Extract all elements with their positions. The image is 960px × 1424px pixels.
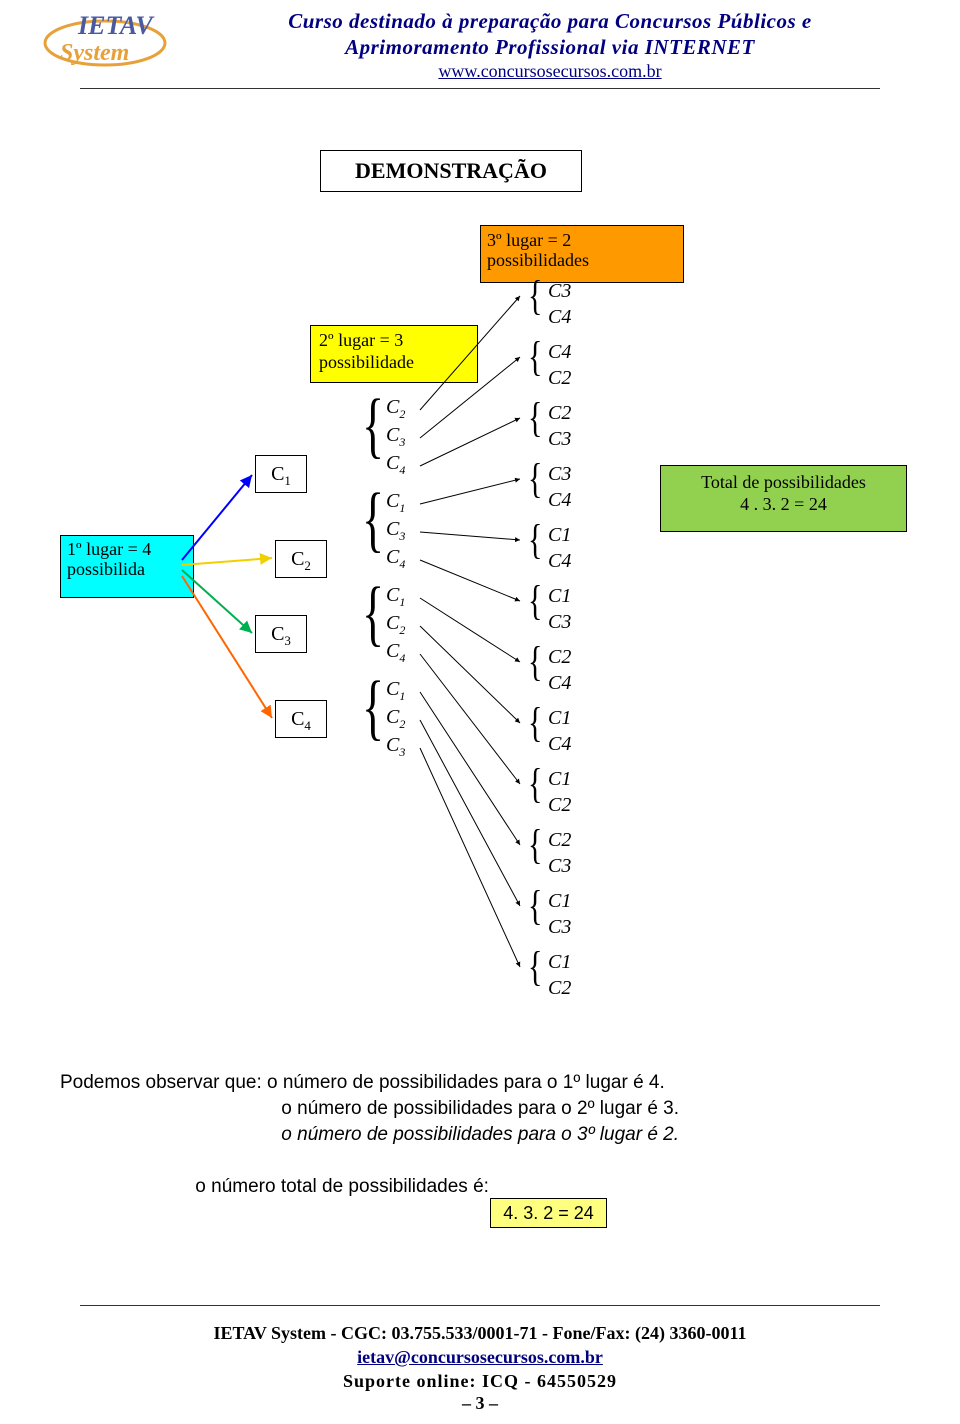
brace-level3: {	[528, 642, 542, 684]
third-place-box: 3º lugar = 2 possibilidades	[480, 225, 684, 283]
explain-total-label: o número total de possibilidades é:	[195, 1176, 489, 1197]
level3-item: C1	[548, 707, 571, 730]
total-l2: 4 . 3. 2 = 24	[740, 494, 827, 514]
level2-item: C2	[386, 612, 405, 638]
third-place-l2: possibilidades	[487, 250, 589, 270]
second-place-l1: 2º lugar = 3	[319, 330, 403, 350]
level2-item: C4	[386, 452, 405, 478]
header-title-line2: Aprimoramento Profissional via INTERNET	[180, 34, 920, 60]
level3-item: C2	[548, 794, 571, 817]
footer-email[interactable]: ietav@concursosecursos.com.br	[357, 1347, 603, 1367]
arrows-layer	[0, 0, 960, 1424]
brace-level3: {	[528, 825, 542, 867]
brace-level3: {	[528, 337, 542, 379]
footer-icq: Suporte online: ICQ - 64550529	[0, 1369, 960, 1393]
level3-item: C3	[548, 855, 571, 878]
third-place-l1: 3º lugar = 2	[487, 230, 571, 250]
level1-c4: C4	[275, 700, 327, 738]
level3-item: C4	[548, 306, 571, 329]
result-box: 4. 3. 2 = 24	[490, 1198, 607, 1228]
brace-level3: {	[528, 398, 542, 440]
header-rule	[80, 88, 880, 89]
svg-text:System: System	[60, 40, 129, 66]
level3-item: C3	[548, 280, 571, 303]
demonstration-title-box: DEMONSTRAÇÃO	[320, 150, 582, 192]
level3-item: C2	[548, 367, 571, 390]
brace-level2: {	[362, 576, 384, 650]
first-place-l2: possibilida	[67, 559, 145, 579]
level3-item: C1	[548, 524, 571, 547]
header-link[interactable]: www.concursosecursos.com.br	[180, 61, 920, 82]
brace-level3: {	[528, 459, 542, 501]
header-title-line1: Curso destinado à preparação para Concur…	[180, 8, 920, 34]
explain-intro: Podemos observar que:	[60, 1072, 262, 1093]
level2-item: C1	[386, 490, 405, 516]
level3-item: C4	[548, 672, 571, 695]
brace-level3: {	[528, 764, 542, 806]
level3-item: C1	[548, 585, 571, 608]
second-place-box: 2º lugar = 3 possibilidade	[310, 325, 478, 383]
brace-level2: {	[362, 482, 384, 556]
level3-item: C4	[548, 550, 571, 573]
header-text-block: Curso destinado à preparação para Concur…	[180, 8, 920, 82]
level2-item: C3	[386, 424, 405, 450]
level2-item: C1	[386, 584, 405, 610]
page: IETAV System Curso destinado à preparaçã…	[0, 0, 960, 1424]
level2-item: C4	[386, 546, 405, 572]
brace-level2: {	[362, 388, 384, 462]
explanation-block: Podemos observar que: o número de possib…	[60, 1070, 679, 1200]
explain-p2: o número de possibilidades para o 2º lug…	[281, 1098, 679, 1119]
level2-item: C4	[386, 640, 405, 666]
second-place-l2: possibilidade	[319, 352, 414, 372]
level3-item: C2	[548, 402, 571, 425]
level2-item: C1	[386, 678, 405, 704]
total-box: Total de possibilidades 4 . 3. 2 = 24	[660, 465, 907, 532]
level3-item: C3	[548, 611, 571, 634]
level1-c1: C1	[255, 455, 307, 493]
brace-level3: {	[528, 520, 542, 562]
logo: IETAV System	[40, 8, 190, 78]
level3-item: C4	[548, 733, 571, 756]
level3-item: C2	[548, 646, 571, 669]
brace-level3: {	[528, 276, 542, 318]
footer-page-number: – 3 –	[0, 1393, 960, 1414]
level2-item: C2	[386, 706, 405, 732]
level3-item: C1	[548, 890, 571, 913]
footer: IETAV System - CGC: 03.755.533/0001-71 -…	[0, 1321, 960, 1414]
brace-level3: {	[528, 703, 542, 745]
level2-item: C3	[386, 518, 405, 544]
level3-item: C1	[548, 768, 571, 791]
brace-level2: {	[362, 670, 384, 744]
level3-item: C3	[548, 428, 571, 451]
total-l1: Total de possibilidades	[701, 472, 866, 492]
level1-c2: C2	[275, 540, 327, 578]
level2-item: C3	[386, 734, 405, 760]
brace-level3: {	[528, 886, 542, 928]
level2-item: C2	[386, 396, 405, 422]
level3-item: C1	[548, 951, 571, 974]
level3-item: C2	[548, 829, 571, 852]
svg-text:IETAV: IETAV	[77, 11, 155, 40]
brace-level3: {	[528, 947, 542, 989]
first-place-l1: 1º lugar = 4	[67, 539, 151, 559]
explain-p1: o número de possibilidades para o 1º lug…	[267, 1072, 665, 1093]
first-place-box: 1º lugar = 4 possibilida	[60, 535, 194, 598]
level1-c3: C3	[255, 615, 307, 653]
level3-item: C2	[548, 977, 571, 1000]
explain-p3: o número de possibilidades para o 3º lug…	[281, 1124, 679, 1145]
level3-item: C4	[548, 341, 571, 364]
footer-rule	[80, 1305, 880, 1306]
footer-company: IETAV System - CGC: 03.755.533/0001-71 -…	[0, 1321, 960, 1345]
brace-level3: {	[528, 581, 542, 623]
level3-item: C3	[548, 463, 571, 486]
page-header: IETAV System Curso destinado à preparaçã…	[0, 0, 960, 82]
level3-item: C4	[548, 489, 571, 512]
level3-item: C3	[548, 916, 571, 939]
